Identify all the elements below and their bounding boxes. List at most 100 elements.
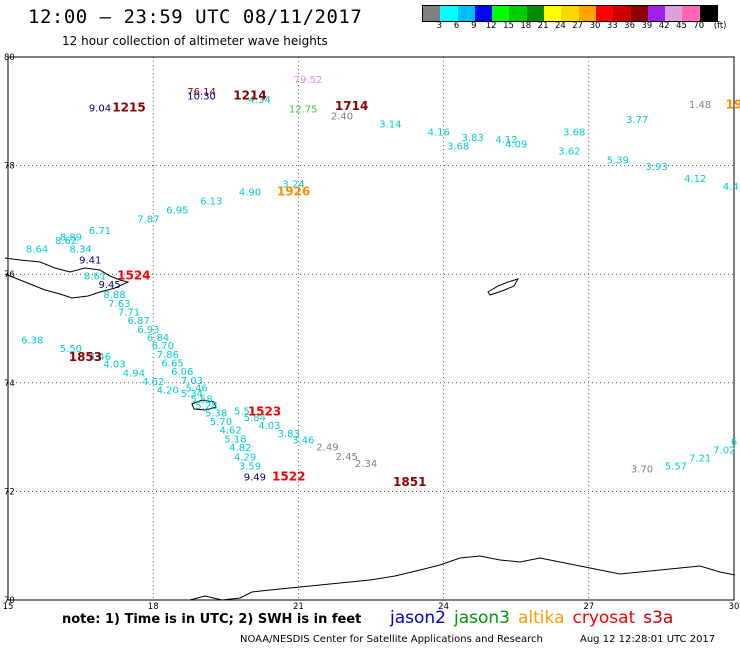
pass-time-label: 1522	[272, 470, 305, 484]
satellite-legend: jason2 jason3 altika cryosat s3a	[390, 608, 681, 628]
wave-height-value: 4.46	[89, 352, 111, 363]
legend-label: 6	[453, 21, 460, 31]
wave-height-value: 3.83	[462, 133, 484, 144]
wave-height-value: 6	[731, 437, 737, 448]
color-scale-legend	[422, 5, 719, 22]
wave-height-value: 3.62	[558, 147, 580, 158]
wave-height-value: 12.75	[289, 104, 318, 115]
wave-height-value: 3.46	[292, 436, 314, 447]
wave-height-value: 6.95	[166, 205, 188, 216]
legend-swatch	[492, 6, 510, 21]
wave-height-value: 3.14	[379, 120, 401, 131]
wave-height-value: 76.14	[187, 87, 216, 98]
legend-swatch	[578, 6, 596, 21]
lon-tick-label: 27	[583, 602, 594, 612]
wave-height-value: 5.34	[181, 389, 203, 400]
pass-time-label: 1523	[248, 404, 281, 418]
pass-time-label: 1524	[117, 269, 150, 283]
legend-unit: (ft)	[713, 21, 727, 31]
satellite-legend-item: cryosat	[572, 608, 636, 628]
color-scale-labels: 3 6 9 12 15 18 21 24 27 30 33 36 39 42 45 70 (ft)	[422, 21, 740, 33]
legend-label: 12	[485, 21, 497, 31]
legend-label: 27	[572, 21, 584, 31]
legend-swatch	[561, 6, 579, 21]
wave-height-value: 6.71	[89, 226, 111, 237]
svalbard-coast	[4, 257, 130, 299]
wave-height-value: 8.62	[55, 236, 77, 247]
wave-height-value: 9.45	[99, 280, 121, 291]
wave-height-value: 9.49	[244, 473, 266, 484]
pass-time-label: 1215	[112, 100, 145, 114]
legend-swatch	[682, 6, 700, 21]
satellite-legend-item: s3a	[643, 608, 674, 628]
wave-height-value: 2.40	[331, 111, 353, 122]
footer: NOAA/NESDIS Center for Satellite Applica…	[240, 634, 715, 645]
wave-height-value: 1.48	[689, 100, 711, 111]
wave-height-value: 4.03	[103, 360, 125, 371]
legend-label: 9	[471, 21, 477, 31]
wave-height-value: 8.89	[60, 233, 82, 244]
wave-height-value: 7.63	[108, 299, 130, 310]
legend-swatch	[509, 6, 527, 21]
wave-height-value: 5.46	[186, 383, 208, 394]
wave-height-value: 8.64	[26, 244, 48, 255]
wave-height-value: 9.41	[79, 255, 101, 266]
wave-height-value: 2.34	[355, 459, 377, 470]
wave-height-value: 4.41	[723, 182, 740, 193]
legend-swatch	[595, 6, 614, 21]
wave-height-value: 7.87	[137, 215, 159, 226]
wave-height-value: 6.93	[137, 325, 159, 336]
wave-height-value: 5.57	[665, 462, 687, 473]
wave-height-value: 8.61	[84, 272, 106, 283]
wave-height-value: 5.38	[205, 408, 227, 419]
wave-height-value: 5.50	[60, 344, 82, 355]
bjornoya	[191, 399, 217, 411]
wave-height-value: 4.62	[220, 425, 242, 436]
legend-label: 30	[589, 21, 601, 31]
legend-swatch	[613, 6, 631, 21]
wave-height-value: 6.84	[147, 333, 169, 344]
wave-height-value: 5.39	[607, 155, 629, 166]
wave-height-value: 79.52	[294, 75, 323, 86]
lat-tick-label: 74	[4, 379, 15, 389]
legend-label: 3	[436, 21, 443, 31]
wave-height-value: 3.24	[282, 179, 304, 190]
lon-tick-label: 18	[148, 602, 159, 612]
lat-tick-label: 72	[4, 487, 15, 497]
wave-height-value: 4.20	[157, 386, 179, 397]
wave-height-value: 6.65	[161, 359, 183, 370]
map-frame	[7, 56, 735, 601]
wave-height-value: 2.45	[336, 452, 358, 463]
legend-label: 18	[520, 21, 532, 31]
legend-label: 21	[537, 21, 549, 31]
wave-height-value: 7.02	[713, 445, 735, 456]
legend-swatch	[665, 6, 683, 21]
coastline	[4, 257, 736, 601]
map-title: 12:00 – 23:59 UTC 08/11/2017	[28, 6, 363, 28]
legend-label: 45	[676, 21, 687, 31]
wave-height-value: 3.68	[447, 141, 469, 152]
legend-swatch	[423, 6, 441, 21]
wave-height-value: 3.68	[563, 128, 585, 139]
legend-swatch	[457, 6, 475, 21]
satellite-legend-item: jason3	[454, 608, 510, 628]
footer-timestamp: Aug 12 12:28:01 UTC 2017	[580, 634, 716, 645]
lon-tick-label: 21	[293, 602, 304, 612]
wave-height-value: 6.13	[200, 197, 222, 208]
wave-height-value: 4.03	[258, 421, 280, 432]
wave-height-value: 7.71	[118, 307, 140, 318]
footer-credit: NOAA/NESDIS Center for Satellite Applica…	[240, 634, 543, 645]
wave-height-value: 3.83	[278, 429, 300, 440]
legend-swatch	[630, 6, 648, 21]
wave-height-value: 8.34	[69, 244, 91, 255]
legend-label: 36	[624, 21, 636, 31]
wave-height-value: 3.70	[631, 464, 653, 475]
lon-tick-label: 24	[438, 602, 449, 612]
axis-labels: 15 18 21 24 27 30 80 78 76 74 72 70	[3, 53, 740, 612]
wave-height-value: 4.16	[428, 128, 450, 139]
pass-time-label: 1214	[233, 88, 266, 102]
wave-height-value: 6.70	[152, 341, 174, 352]
legend-swatch	[647, 6, 666, 21]
pass-time-label: 1926	[277, 184, 310, 198]
